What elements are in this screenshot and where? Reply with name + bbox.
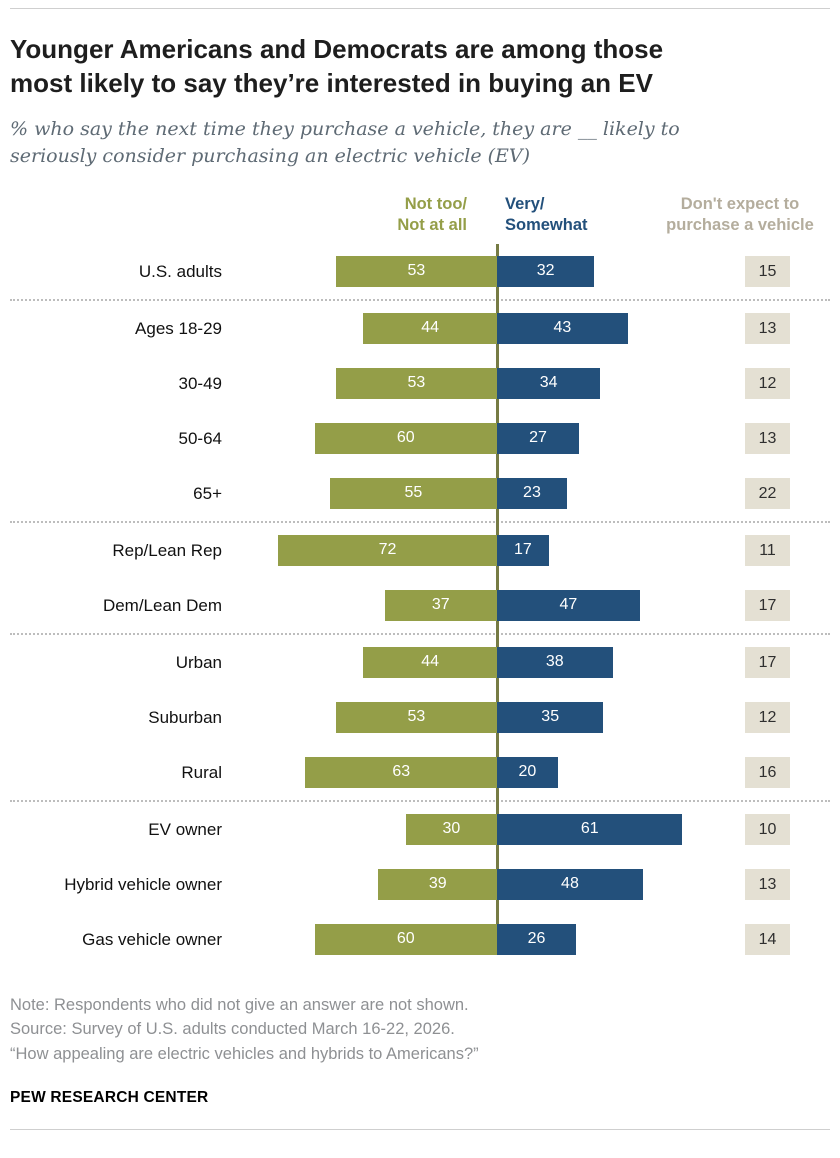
bar-very-somewhat: 61 <box>497 813 683 845</box>
chart-legend: Not too/ Not at all Very/ Somewhat Don't… <box>10 188 830 244</box>
chart-row: Dem/Lean Dem 37 47 17 <box>10 578 830 633</box>
row-label: Suburban <box>148 707 222 727</box>
source-line: Source: Survey of U.S. adults conducted … <box>10 1020 455 1039</box>
no-purchase-value-box: 13 <box>745 868 790 900</box>
bar-not-too: 55 <box>329 477 497 509</box>
legend-label-very-somewhat: Very/ Somewhat <box>505 194 588 236</box>
bar-very-somewhat: 32 <box>497 255 595 287</box>
legend-label-no-purchase: Don't expect to purchase a vehicle <box>640 194 840 236</box>
row-label: Rep/Lean Rep <box>112 540 222 560</box>
bar-not-too: 30 <box>405 813 497 845</box>
legend-not-too-line1: Not too/ <box>404 194 467 213</box>
row-label: Gas vehicle owner <box>82 929 222 949</box>
legend-no-purchase-line1: Don't expect to <box>680 194 800 213</box>
footer-brand: PEW RESEARCH CENTER <box>10 1088 209 1106</box>
chart-row: Hybrid vehicle owner 39 48 13 <box>10 857 830 912</box>
bar-not-too: 37 <box>384 589 497 621</box>
bar-not-too: 53 <box>335 701 497 733</box>
no-purchase-value-box: 12 <box>745 367 790 399</box>
legend-very-line1: Very/ <box>505 194 545 213</box>
legend-very-line2: Somewhat <box>505 215 588 234</box>
no-purchase-value-box: 10 <box>745 813 790 845</box>
row-label: Dem/Lean Dem <box>102 595 222 615</box>
bar-not-too: 72 <box>278 534 497 566</box>
page: Younger Americans and Democrats are amon… <box>0 8 840 1158</box>
top-rule <box>10 8 830 9</box>
row-label: 65+ <box>193 483 222 503</box>
row-label: Hybrid vehicle owner <box>64 874 222 894</box>
bar-very-somewhat: 17 <box>497 534 549 566</box>
no-purchase-value-box: 15 <box>745 255 790 287</box>
chart-subtitle: % who say the next time they purchase a … <box>10 117 680 167</box>
bottom-rule <box>10 1128 830 1130</box>
no-purchase-value-box: 13 <box>745 422 790 454</box>
chart-row: U.S. adults 53 32 15 <box>10 244 830 299</box>
bar-not-too: 39 <box>378 868 497 900</box>
bar-very-somewhat: 38 <box>497 646 613 678</box>
no-purchase-value-box: 12 <box>745 701 790 733</box>
row-label: Urban <box>175 652 222 672</box>
page-title: Younger Americans and Democrats are amon… <box>10 34 664 98</box>
chart-row: Gas vehicle owner 60 26 14 <box>10 912 830 967</box>
chart-row: Rural 63 20 16 <box>10 745 830 800</box>
chart-row: EV owner 30 61 10 <box>10 802 830 857</box>
note-line: Note: Respondents who did not give an an… <box>10 995 469 1014</box>
chart-row: 65+ 55 23 22 <box>10 466 830 521</box>
bar-not-too: 44 <box>363 312 497 344</box>
no-purchase-value-box: 17 <box>745 646 790 678</box>
legend-no-purchase-line2: purchase a vehicle <box>666 215 814 234</box>
bar-not-too: 60 <box>314 422 497 454</box>
row-label: 30-49 <box>178 373 222 393</box>
bar-not-too: 53 <box>335 255 497 287</box>
bar-not-too: 63 <box>305 756 497 788</box>
no-purchase-value-box: 22 <box>745 477 790 509</box>
bar-not-too: 60 <box>314 923 497 955</box>
chart-row: Ages 18-29 44 43 13 <box>10 301 830 356</box>
row-label: EV owner <box>148 819 222 839</box>
bar-very-somewhat: 20 <box>497 756 558 788</box>
group-separator <box>10 799 830 802</box>
bar-very-somewhat: 47 <box>497 589 640 621</box>
legend-label-not-too: Not too/ Not at all <box>397 194 467 236</box>
chart-row: Urban 44 38 17 <box>10 635 830 690</box>
no-purchase-value-box: 14 <box>745 923 790 955</box>
bar-very-somewhat: 26 <box>497 923 577 955</box>
group-separator <box>10 298 830 301</box>
bar-not-too: 44 <box>363 646 497 678</box>
group-separator <box>10 520 830 523</box>
bar-very-somewhat: 35 <box>497 701 604 733</box>
bar-very-somewhat: 43 <box>497 312 628 344</box>
no-purchase-value-box: 11 <box>745 534 790 566</box>
group-separator <box>10 632 830 635</box>
row-label: Rural <box>181 762 222 782</box>
chart-row: Suburban 53 35 12 <box>10 690 830 745</box>
bar-very-somewhat: 34 <box>497 367 601 399</box>
chart-notes: Note: Respondents who did not give an an… <box>10 993 830 1067</box>
no-purchase-value-box: 16 <box>745 756 790 788</box>
chart-rows: U.S. adults 53 32 15 Ages 18-29 44 43 13 30-49 53… <box>10 244 830 967</box>
row-label: Ages 18-29 <box>135 318 222 338</box>
bar-very-somewhat: 27 <box>497 422 580 454</box>
chart-row: 50-64 60 27 13 <box>10 411 830 466</box>
bar-not-too: 53 <box>335 367 497 399</box>
chart: Not too/ Not at all Very/ Somewhat Don't… <box>10 188 830 967</box>
chart-body: U.S. adults 53 32 15 Ages 18-29 44 43 13 30-49 53… <box>10 243 830 967</box>
row-label: U.S. adults <box>138 261 222 281</box>
chart-row: 30-49 53 34 12 <box>10 356 830 411</box>
chart-row: Rep/Lean Rep 72 17 11 <box>10 523 830 578</box>
no-purchase-value-box: 13 <box>745 312 790 344</box>
bar-very-somewhat: 23 <box>497 477 567 509</box>
no-purchase-value-box: 17 <box>745 589 790 621</box>
legend-not-too-line2: Not at all <box>397 215 467 234</box>
bar-very-somewhat: 48 <box>497 868 643 900</box>
row-label: 50-64 <box>178 428 222 448</box>
quote-line: “How appealing are electric vehicles and… <box>10 1045 479 1064</box>
